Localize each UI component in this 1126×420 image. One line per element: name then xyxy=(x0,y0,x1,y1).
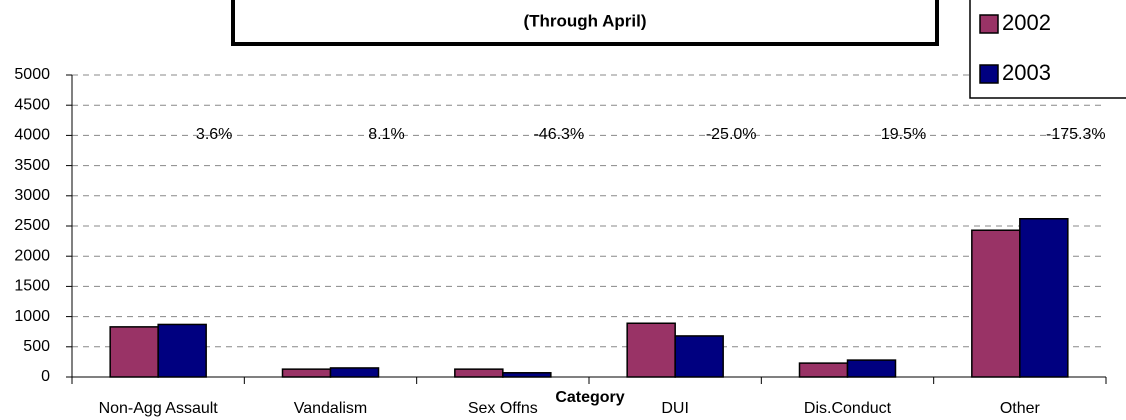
bar xyxy=(281,368,332,378)
bar xyxy=(971,229,1021,378)
x-axis-label: Category xyxy=(555,389,624,406)
y-tick-label: 1000 xyxy=(14,308,50,325)
legend-swatch xyxy=(979,64,999,84)
bar xyxy=(109,326,159,378)
y-tick-label: 500 xyxy=(23,338,50,355)
annotation: 3.6% xyxy=(196,126,232,143)
x-tick-label: Other xyxy=(1000,400,1041,417)
bar xyxy=(626,322,676,378)
annotation: -175.3% xyxy=(1046,126,1106,143)
y-tick-label: 3000 xyxy=(14,187,50,204)
legend-swatch xyxy=(979,14,999,34)
x-tick-label: DUI xyxy=(661,400,689,417)
legend-label: 2003 xyxy=(1002,60,1051,85)
y-tick-label: 0 xyxy=(41,368,50,385)
y-tick-label: 3500 xyxy=(14,157,50,174)
y-tick-label: 5000 xyxy=(14,66,50,83)
annotation: 8.1% xyxy=(368,126,404,143)
annotation: 19.5% xyxy=(881,126,926,143)
x-tick-label: Sex Offns xyxy=(468,400,538,417)
x-tick-label: Vandalism xyxy=(294,400,368,417)
annotation: -25.0% xyxy=(706,126,757,143)
legend: 2002 2003 xyxy=(969,0,1126,99)
bar xyxy=(1019,218,1069,378)
legend-label: 2002 xyxy=(1002,10,1051,35)
annotation: -46.3% xyxy=(533,126,584,143)
y-tick-label: 4500 xyxy=(14,96,50,113)
bar xyxy=(329,367,380,378)
bar xyxy=(502,372,552,378)
bar xyxy=(798,362,849,378)
y-tick-label: 4000 xyxy=(14,127,50,144)
y-tick-label: 2000 xyxy=(14,247,50,264)
bar xyxy=(157,323,207,378)
chart-title: (Through April) xyxy=(523,11,646,30)
y-tick-label: 1500 xyxy=(14,278,50,295)
bar xyxy=(454,368,504,378)
bar xyxy=(846,359,897,378)
title-box xyxy=(231,0,939,46)
x-tick-label: Non-Agg Assault xyxy=(99,400,219,417)
y-tick-label: 2500 xyxy=(14,217,50,234)
x-tick-label: Dis.Conduct xyxy=(804,400,892,417)
bar xyxy=(674,335,724,378)
